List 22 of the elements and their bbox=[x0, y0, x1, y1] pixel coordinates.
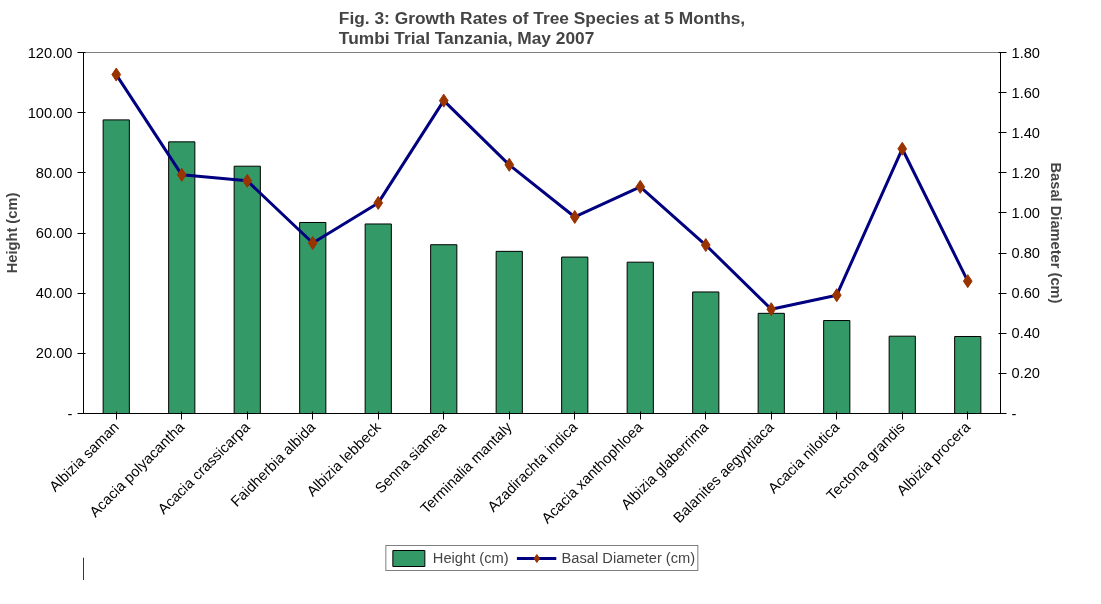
y2-tick-label: 1.40 bbox=[1011, 124, 1041, 141]
y-tick-label: 100.00 bbox=[27, 104, 73, 121]
y2-tick-label: 0.60 bbox=[1011, 285, 1041, 302]
y2-tick-label: 1.80 bbox=[1011, 44, 1041, 61]
y-tick-label: - bbox=[67, 405, 73, 422]
y-tick-label: 120.00 bbox=[27, 44, 73, 61]
y2-tick-label: 0.40 bbox=[1011, 325, 1041, 342]
chart-title: Fig. 3: Growth Rates of Tree Species at 5 Months, Tumbi Trial Tanzania, May 2007 bbox=[338, 7, 746, 48]
y-axis-title: Height (cm) bbox=[3, 192, 20, 274]
legend-label: Height (cm) bbox=[432, 549, 509, 566]
y2-tick-label: 0.20 bbox=[1011, 365, 1041, 382]
y2-axis-title: Basal Diameter (cm) bbox=[1048, 162, 1065, 304]
y-tick-label: 60.00 bbox=[35, 225, 73, 241]
y2-tick-label: - bbox=[1011, 405, 1017, 422]
y2-tick-label: 0.80 bbox=[1011, 245, 1041, 262]
y2-tick-label: 1.00 bbox=[1011, 204, 1041, 221]
y2-tick-label: 1.20 bbox=[1011, 164, 1041, 181]
y-tick-label: 40.00 bbox=[35, 285, 73, 302]
y-tick-label: 80.00 bbox=[35, 164, 73, 181]
y-tick-label: 20.00 bbox=[35, 345, 73, 362]
y2-tick-label: 1.60 bbox=[1011, 84, 1041, 101]
legend-label: Basal Diameter (cm) bbox=[561, 549, 696, 566]
